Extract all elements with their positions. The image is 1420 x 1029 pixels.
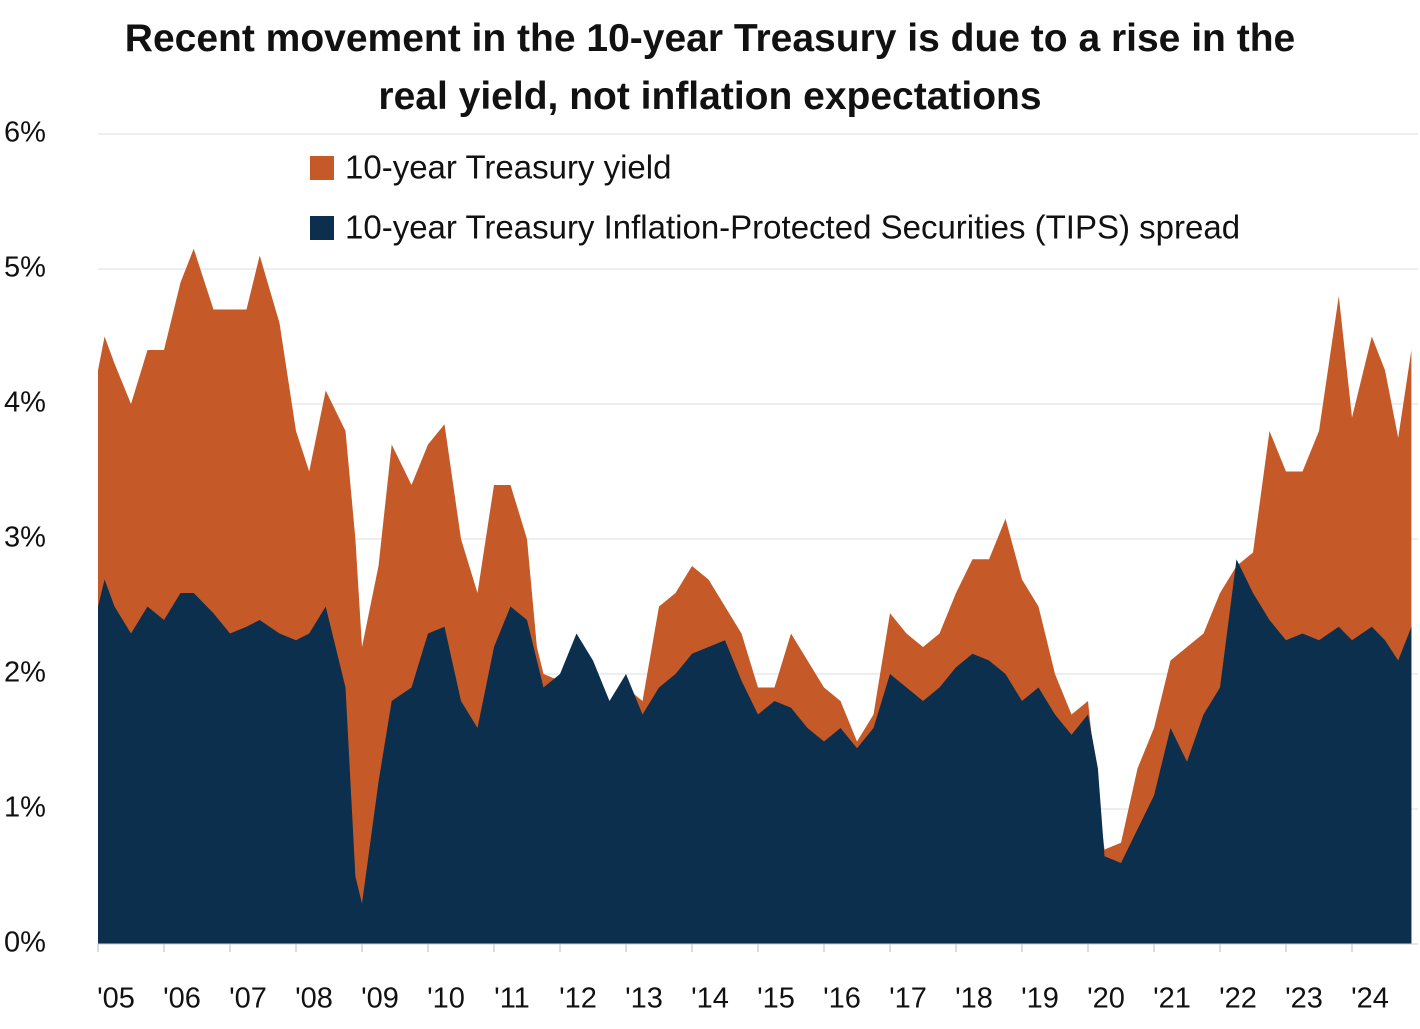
x-tick-label: '15 <box>757 983 795 1015</box>
y-tick-label: 2% <box>4 657 46 689</box>
x-tick-label: '17 <box>889 983 927 1015</box>
x-tick-label: '21 <box>1153 983 1191 1015</box>
y-tick-label: 3% <box>4 522 46 554</box>
x-tick-label: '14 <box>691 983 729 1015</box>
y-tick-label: 4% <box>4 387 46 419</box>
x-tick-label: '12 <box>559 983 597 1015</box>
x-tick-label: '05 <box>97 983 135 1015</box>
area <box>98 559 1412 944</box>
legend-swatch <box>310 156 334 180</box>
x-tick-label: '18 <box>955 983 993 1015</box>
x-tick-label: '06 <box>163 983 201 1015</box>
x-tick-label: '22 <box>1219 983 1257 1015</box>
x-tick-label: '08 <box>295 983 333 1015</box>
x-tick-label: '11 <box>494 983 530 1015</box>
y-tick-label: 0% <box>4 927 46 959</box>
x-tick-label: '09 <box>361 983 399 1015</box>
x-tick-label: '19 <box>1021 983 1059 1015</box>
y-tick-label: 6% <box>4 117 46 149</box>
x-tick-label: '07 <box>229 983 267 1015</box>
y-tick-label: 5% <box>4 252 46 284</box>
y-tick-label: 1% <box>4 792 46 824</box>
chart-title: Recent movement in the 10-year Treasury … <box>124 17 1296 118</box>
legend-swatch <box>310 216 334 240</box>
legend-label: 10-year Treasury yield <box>345 149 671 186</box>
x-tick-label: '20 <box>1087 983 1125 1015</box>
legend-label: 10-year Treasury Inflation-Protected Sec… <box>345 209 1240 246</box>
x-tick-label: '24 <box>1351 983 1389 1015</box>
x-tick-label: '10 <box>427 983 465 1015</box>
x-tick-label: '13 <box>625 983 663 1015</box>
x-tick-label: '16 <box>823 983 861 1015</box>
x-tick-label: '23 <box>1285 983 1323 1015</box>
